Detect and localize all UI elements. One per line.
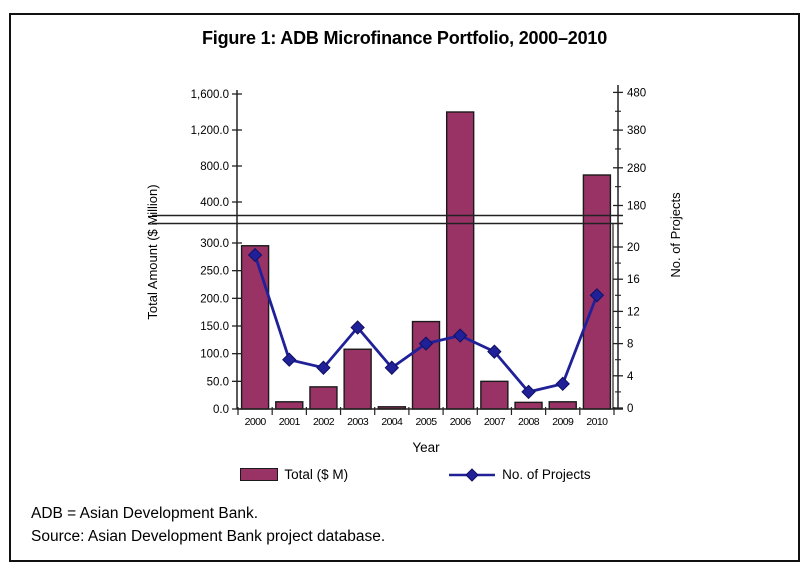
x-axis-tick-label: 2006 [450,416,472,428]
right-axis-tick-label: 8 [627,339,633,351]
right-axis-tick-label: 4 [627,371,634,383]
figure-footnotes: ADB = Asian Development Bank. Source: As… [31,502,385,548]
x-axis-tick-label: 2002 [313,416,335,428]
diamond-marker-icon [418,336,434,351]
x-axis-tick-label: 2004 [381,416,403,428]
right-axis-tick-label: 20 [627,242,640,254]
source-note: Source: Asian Development Bank project d… [31,528,386,545]
bar-2008 [514,401,543,410]
combo-chart: 1,600.01,200.0800.0400.0300.0250.0200.01… [145,85,683,455]
legend-label-total: Total ($ M) [284,467,349,482]
bar-swatch [240,468,279,481]
right-axis-tick-label: 480 [627,87,646,99]
left-axis-tick-label: 250.0 [200,266,229,278]
left-axis-tick-label: 800.0 [200,161,229,173]
bar-2009 [548,401,577,410]
legend-item-total: Total ($ M) [240,467,348,482]
legend-label-projects: No. of Projects [502,467,591,482]
right-axis-tick-label: 380 [627,125,646,137]
x-axis-title: Year [412,440,440,455]
diamond-marker-icon [316,360,331,375]
figure-title: Figure 1: ADB Microfinance Portfolio, 20… [201,28,608,48]
bar-2003 [343,348,372,410]
left-axis-tick-label: 100.0 [200,349,229,361]
left-axis-tick-label: 300.0 [200,238,229,250]
left-axis-tick-label: 400.0 [200,197,229,209]
left-axis-tick-label: 1,200.0 [191,125,229,137]
figure-border-box: Figure 1: ADB Microfinance Portfolio, 20… [9,13,800,562]
diamond-marker-icon [555,376,570,392]
legend-item-projects: No. of Projects [448,467,591,482]
diamond-marker-icon [452,328,468,343]
diamond-marker-icon [521,384,536,400]
right-axis-tick-label: 180 [627,201,646,213]
diamond-marker-icon [487,344,502,359]
right-axis-tick-label: 0 [627,403,633,415]
right-axis-tick-label: 280 [627,163,646,175]
x-axis-tick-label: 2009 [552,416,574,428]
right-axis-title: No. of Projects [668,192,683,278]
diamond-marker-icon [282,352,297,367]
bar-2002 [309,386,338,410]
diamond-marker-icon [247,247,263,263]
diamond-marker-icon [350,320,365,335]
diamond-marker-icon [465,467,479,482]
x-axis-tick-label: 2001 [279,416,301,428]
left-axis-title: Total Amount ($ Million) [145,184,160,319]
diamond-marker-icon [384,360,400,375]
left-axis-tick-label: 150.0 [200,321,229,333]
abbreviation-note: ADB = Asian Development Bank. [31,505,259,522]
line-swatch [449,467,496,482]
bar-2006 [445,111,475,410]
x-axis-tick-label: 2010 [586,416,608,428]
x-axis-tick-label: 2007 [484,416,506,428]
bar-2007 [480,380,509,410]
bar-2000 [240,245,270,410]
x-axis-tick-label: 2008 [518,416,540,428]
diamond-marker-icon [589,288,605,303]
x-axis-tick-label: 2005 [416,416,438,428]
right-axis-tick-label: 16 [627,274,640,286]
x-axis-tick-label: 2000 [245,416,267,428]
left-axis-tick-label: 1,600.0 [191,89,229,101]
bar-2001 [275,401,304,410]
left-axis-tick-label: 0.0 [213,404,229,416]
right-axis-tick-label: 12 [627,306,640,318]
left-axis-tick-label: 50.0 [207,376,229,388]
chart-legend: Total ($ M) No. of Projects [11,467,809,482]
bar-2005 [411,320,441,410]
x-axis-tick-label: 2003 [347,416,369,428]
left-axis-tick-label: 200.0 [200,293,229,305]
